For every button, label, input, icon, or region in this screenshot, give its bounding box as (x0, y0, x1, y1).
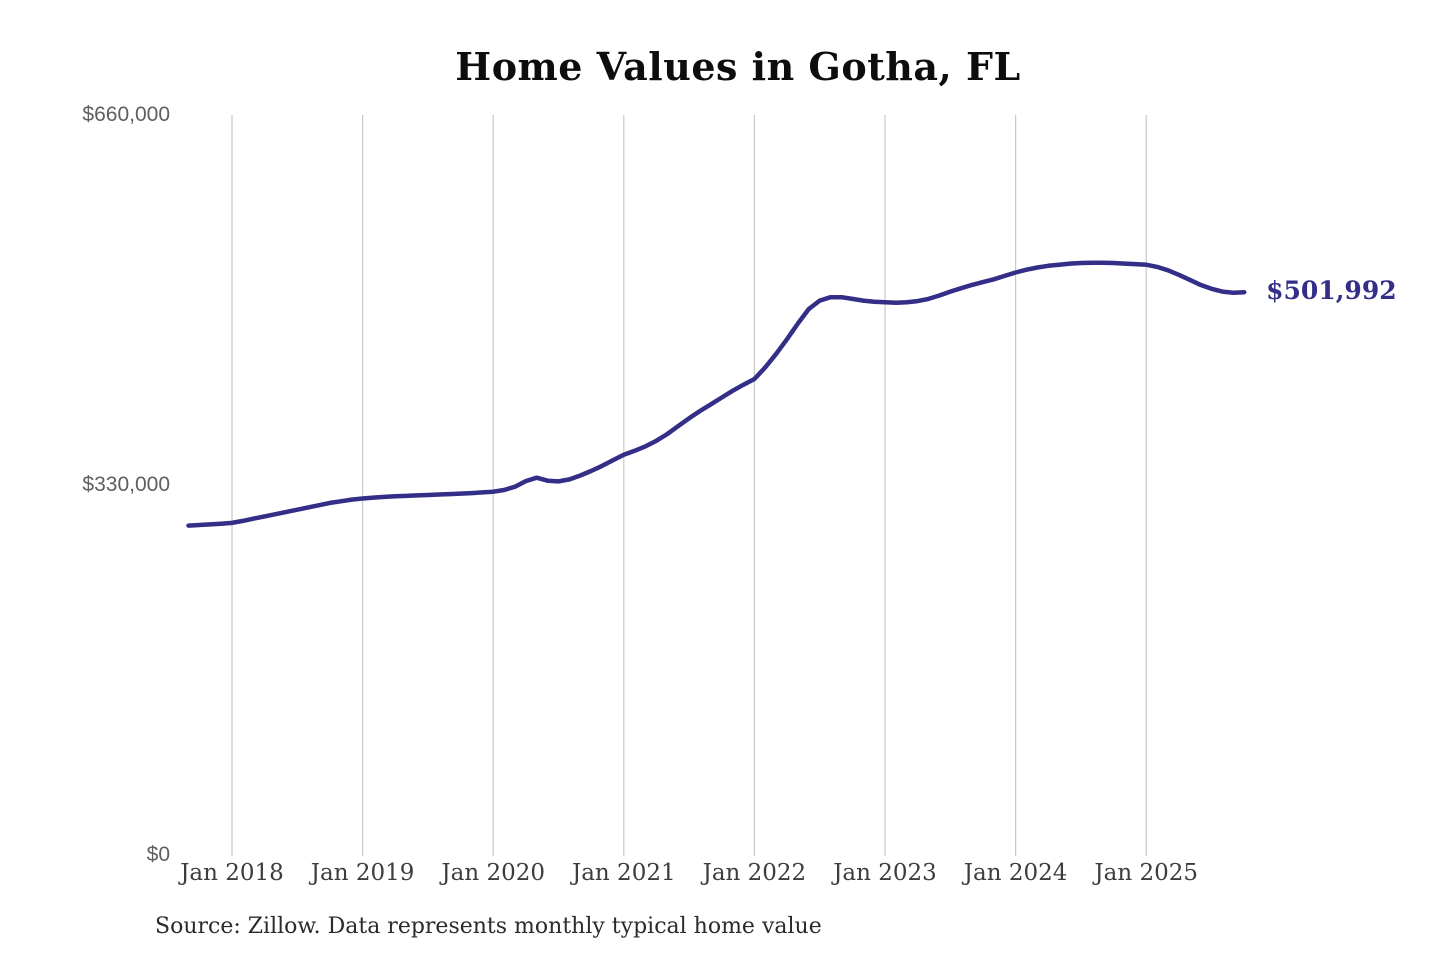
x-tick-label: Jan 2021 (572, 860, 676, 886)
x-tick-label: Jan 2018 (180, 860, 284, 886)
x-tick-label: Jan 2020 (441, 860, 545, 886)
x-tick-label: Jan 2022 (702, 860, 807, 886)
y-tick-label: $660,000 (82, 103, 170, 126)
vertical-gridlines (231, 115, 1147, 856)
source-note: Source: Zillow. Data represents monthly … (155, 914, 822, 939)
x-tick-label: Jan 2024 (963, 860, 1068, 886)
x-tick-label: Jan 2023 (833, 860, 937, 886)
y-tick-label: $330,000 (82, 473, 170, 496)
y-tick-label: $0 (146, 843, 170, 866)
home-value-line (186, 260, 1247, 528)
chart-title: Home Values in Gotha, FL (455, 44, 1021, 89)
x-tick-label: Jan 2019 (310, 860, 415, 886)
x-tick-label: Jan 2025 (1094, 860, 1198, 886)
latest-value-label: $501,992 (1266, 276, 1397, 306)
